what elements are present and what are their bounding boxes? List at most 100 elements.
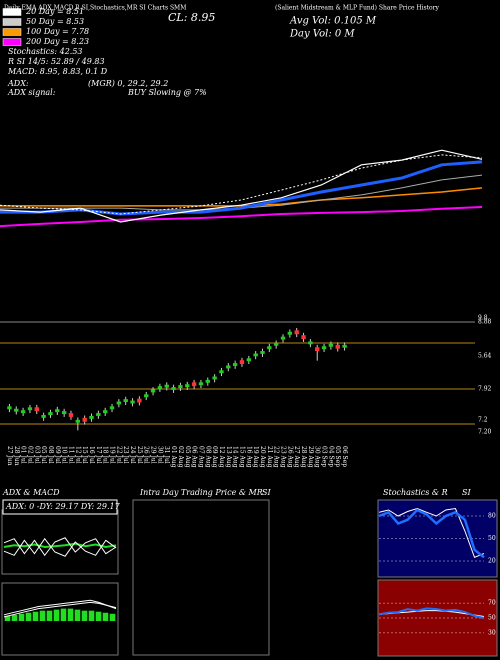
histogram-bar <box>102 612 109 621</box>
histogram-bar <box>95 611 102 621</box>
line-series <box>378 607 485 619</box>
intraday-panel <box>132 499 270 656</box>
histogram-bar <box>81 610 88 621</box>
candle-body <box>102 410 108 414</box>
candle-body <box>116 401 122 405</box>
x-tick-label: 19 Aug <box>252 446 259 468</box>
histogram-bar <box>88 610 95 621</box>
line-series <box>3 537 117 557</box>
indicator-info: MACD: 8.95, 8.83, 0.1 D <box>7 67 108 76</box>
x-tick-label: 06 Aug <box>191 446 198 468</box>
x-tick-label: 27 Aug <box>293 446 300 468</box>
level-label: 7.92 <box>478 386 492 393</box>
ma-label: 50 Day = 8.53 <box>26 17 84 26</box>
candle-body <box>212 376 217 380</box>
x-tick-label: 03 Sep <box>321 446 328 467</box>
candle-body <box>41 415 46 418</box>
x-tick-label: 27 Jun <box>6 446 13 466</box>
y-tick-label: 20 <box>488 558 496 565</box>
candle-body <box>342 344 347 348</box>
x-tick-label: 03 Jul <box>33 446 40 464</box>
panel-background <box>377 579 498 657</box>
x-tick-label: 16 Aug <box>245 446 252 468</box>
x-tick-label: 12 Aug <box>218 446 225 468</box>
candle-body <box>267 346 272 350</box>
candle-body <box>150 389 156 393</box>
candle-body <box>226 365 231 369</box>
y-tick-label: 50 <box>488 615 496 622</box>
y-tick-label: 30 <box>488 629 496 636</box>
day-volume: Day Vol: 0 M <box>289 29 355 40</box>
x-tick-label: 28 Aug <box>300 446 307 468</box>
level-label: 7.2 <box>478 417 488 424</box>
panel-title: ADX & MACD <box>2 488 60 497</box>
x-tick-label: 09 Jul <box>54 446 61 464</box>
x-tick-label: 05 Jul <box>40 446 47 464</box>
x-tick-label: 21 Aug <box>266 446 273 468</box>
x-tick-label: 29 Aug <box>307 446 314 468</box>
level-label: 8.88 <box>478 319 492 326</box>
histogram-bar <box>67 608 74 621</box>
x-tick-label: 16 Jul <box>88 446 95 464</box>
title-box <box>2 499 118 515</box>
x-tick-label: 23 Aug <box>280 446 287 468</box>
adx-label: ADX: <box>7 79 29 88</box>
line-series <box>0 149 483 223</box>
indicator-info: Stochastics: 42.53 <box>8 47 83 56</box>
x-tick-label: 05 Aug <box>184 446 191 468</box>
x-tick-label: 24 Jul <box>129 446 136 464</box>
line-series <box>3 599 117 616</box>
candle-body <box>48 412 53 415</box>
x-tick-label: 10 Jul <box>61 446 68 464</box>
candle-body <box>61 411 67 415</box>
x-tick-label: 15 Jul <box>81 446 88 464</box>
candle-body <box>96 413 101 416</box>
histogram-bar <box>25 612 32 621</box>
candle-body <box>20 410 26 414</box>
x-tick-label: 26 Aug <box>286 446 293 468</box>
candle-body <box>287 331 293 335</box>
ma-swatch <box>2 18 22 26</box>
level-label: 7.20 <box>478 429 492 436</box>
x-tick-label: 12 Jul <box>74 446 81 464</box>
candle-body <box>164 384 169 388</box>
candle-body <box>137 398 142 403</box>
x-tick-label: 17 Jul <box>95 446 102 464</box>
ma-label: 200 Day = 8.23 <box>25 37 89 46</box>
candle-body <box>144 394 149 398</box>
x-tick-label: 19 Jul <box>109 446 116 464</box>
histogram-bar <box>60 608 67 621</box>
x-tick-label: 15 Aug <box>238 446 245 468</box>
candle-body <box>273 342 279 346</box>
histogram-bar <box>39 610 46 621</box>
x-tick-label: 13 Aug <box>225 446 232 468</box>
ma-label: 20 Day = 8.51 <box>25 7 84 16</box>
candle-body <box>315 347 320 352</box>
candle-body <box>34 407 39 412</box>
x-tick-label: 09 Aug <box>211 446 218 468</box>
x-tick-label: 02 Jul <box>26 446 33 464</box>
adx-value: (MGR) 0, 29.2, 29.2 <box>88 79 168 88</box>
adx-panel <box>1 509 119 575</box>
candle-body <box>75 419 81 423</box>
histogram-bar <box>11 614 18 621</box>
avg-volume: Avg Vol: 0.105 M <box>289 16 377 27</box>
line-series <box>378 507 485 558</box>
x-tick-label: 01 Aug <box>170 446 177 468</box>
x-tick-label: 08 Aug <box>204 446 211 468</box>
candle-body <box>335 344 340 349</box>
indicator-info: R SI 14/5: 52.89 / 49.83 <box>7 57 105 66</box>
line-series <box>3 537 117 557</box>
x-tick-label: 25 Jul <box>136 446 143 464</box>
ma-swatch <box>2 8 22 16</box>
candle-body <box>219 370 224 374</box>
x-tick-label: 22 Aug <box>273 446 280 468</box>
candle-body <box>253 353 258 357</box>
adx-signal-label: ADX signal: <box>7 88 56 97</box>
panel-title: Stochastics & R <box>383 488 448 497</box>
histogram-bar <box>53 609 60 621</box>
x-tick-label: 05 Sep <box>334 446 341 467</box>
histogram-bar <box>18 613 25 621</box>
y-tick-label: 50 <box>488 535 496 542</box>
candle-body <box>239 360 245 365</box>
